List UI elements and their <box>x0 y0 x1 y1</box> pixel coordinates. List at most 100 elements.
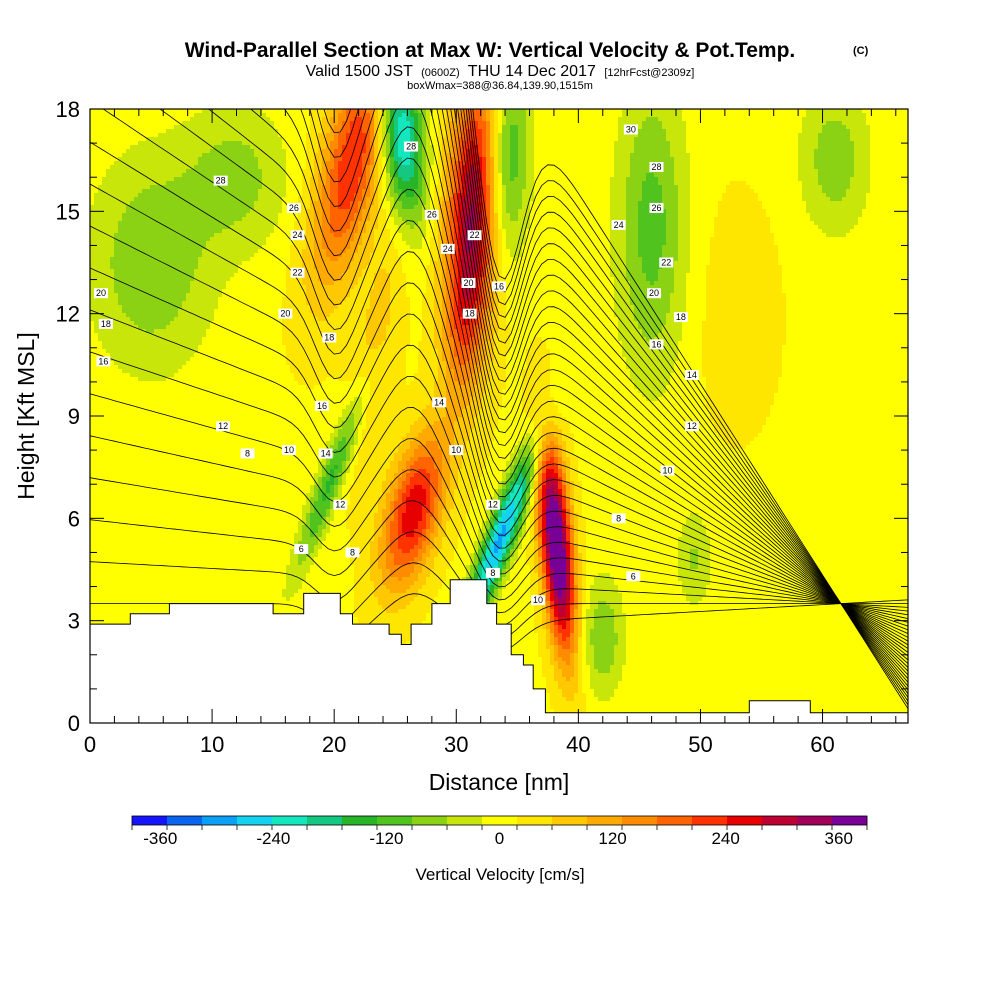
velocity-cell <box>298 177 303 182</box>
velocity-cell <box>614 157 619 162</box>
velocity-cell <box>378 129 383 134</box>
velocity-cell <box>686 177 691 182</box>
velocity-cell <box>242 153 247 158</box>
velocity-cell <box>746 153 751 158</box>
velocity-cell <box>806 165 811 170</box>
velocity-cell <box>646 145 651 150</box>
velocity-cell <box>138 145 143 150</box>
velocity-cell <box>630 201 635 206</box>
velocity-cell <box>514 197 519 202</box>
velocity-cell <box>338 189 343 194</box>
velocity-cell <box>890 177 895 182</box>
velocity-cell <box>502 153 507 158</box>
velocity-cell <box>630 117 635 122</box>
velocity-cell <box>194 161 199 166</box>
velocity-cell <box>262 201 267 206</box>
velocity-cell <box>610 165 615 170</box>
velocity-cell <box>634 185 639 190</box>
velocity-cell <box>142 113 147 118</box>
velocity-cell <box>250 153 255 158</box>
velocity-cell <box>802 189 807 194</box>
velocity-cell <box>126 173 131 178</box>
velocity-cell <box>538 145 543 150</box>
velocity-cell <box>322 173 327 178</box>
velocity-cell <box>526 185 531 190</box>
velocity-cell <box>694 161 699 166</box>
velocity-cell <box>514 153 519 158</box>
velocity-cell <box>134 165 139 170</box>
velocity-cell <box>350 169 355 174</box>
velocity-cell <box>762 153 767 158</box>
velocity-cell <box>374 177 379 182</box>
velocity-cell <box>430 157 435 162</box>
velocity-cell <box>498 149 503 154</box>
velocity-cell <box>638 141 643 146</box>
velocity-cell <box>150 145 155 150</box>
velocity-cell <box>774 137 779 142</box>
velocity-cell <box>898 153 903 158</box>
velocity-cell <box>742 117 747 122</box>
velocity-cell <box>898 145 903 150</box>
velocity-cell <box>430 189 435 194</box>
velocity-cell <box>318 185 323 190</box>
velocity-cell <box>222 129 227 134</box>
velocity-cell <box>754 185 759 190</box>
velocity-cell <box>414 185 419 190</box>
velocity-cell <box>814 117 819 122</box>
velocity-cell <box>342 161 347 166</box>
velocity-cell <box>770 125 775 130</box>
velocity-cell <box>614 149 619 154</box>
velocity-cell <box>178 141 183 146</box>
velocity-cell <box>646 181 651 186</box>
velocity-cell <box>710 109 715 114</box>
velocity-cell <box>610 157 615 162</box>
velocity-cell <box>890 129 895 134</box>
velocity-cell <box>642 185 647 190</box>
velocity-cell <box>810 169 815 174</box>
velocity-cell <box>754 193 759 198</box>
velocity-cell <box>690 177 695 182</box>
velocity-cell <box>738 129 743 134</box>
velocity-cell <box>594 121 599 126</box>
velocity-cell <box>534 165 539 170</box>
velocity-cell <box>882 121 887 126</box>
velocity-cell <box>550 201 555 206</box>
velocity-cell <box>266 149 271 154</box>
velocity-cell <box>298 125 303 130</box>
velocity-cell <box>390 153 395 158</box>
velocity-cell <box>418 161 423 166</box>
velocity-cell <box>350 137 355 142</box>
velocity-cell <box>802 133 807 138</box>
velocity-cell <box>570 169 575 174</box>
velocity-cell <box>362 149 367 154</box>
velocity-cell <box>514 165 519 170</box>
velocity-cell <box>822 165 827 170</box>
velocity-cell <box>794 149 799 154</box>
velocity-cell <box>758 125 763 130</box>
velocity-cell <box>818 201 823 206</box>
velocity-cell <box>110 205 115 210</box>
velocity-cell <box>210 197 215 202</box>
velocity-cell <box>430 185 435 190</box>
velocity-cell <box>338 185 343 190</box>
velocity-cell <box>894 145 899 150</box>
velocity-cell <box>810 177 815 182</box>
velocity-cell <box>866 153 871 158</box>
velocity-cell <box>342 129 347 134</box>
velocity-cell <box>822 145 827 150</box>
velocity-cell <box>638 165 643 170</box>
velocity-cell <box>482 145 487 150</box>
velocity-cell <box>274 185 279 190</box>
velocity-cell <box>682 109 687 114</box>
velocity-cell <box>834 193 839 198</box>
velocity-cell <box>830 117 835 122</box>
velocity-cell <box>238 117 243 122</box>
velocity-cell <box>666 185 671 190</box>
velocity-cell <box>230 117 235 122</box>
velocity-cell <box>226 201 231 206</box>
velocity-cell <box>774 113 779 118</box>
velocity-cell <box>814 109 819 114</box>
velocity-cell <box>706 169 711 174</box>
velocity-cell <box>870 181 875 186</box>
velocity-cell <box>166 141 171 146</box>
